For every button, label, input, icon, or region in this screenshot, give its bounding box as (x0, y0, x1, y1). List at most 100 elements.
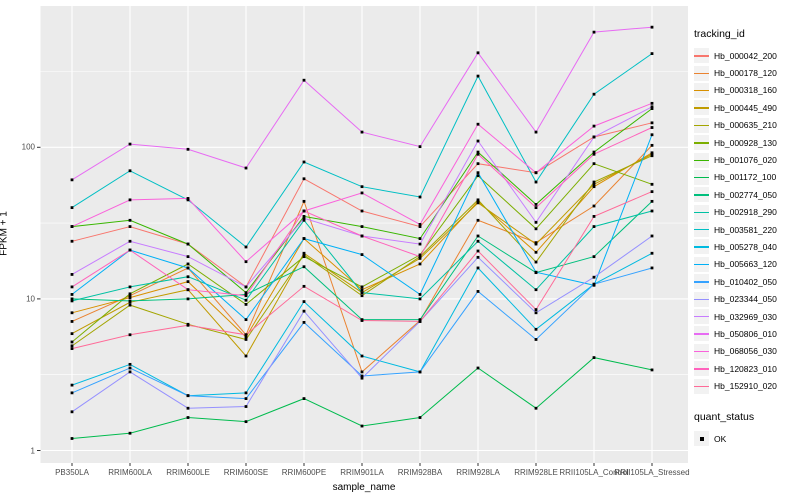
data-point (244, 338, 248, 341)
data-point (418, 225, 422, 228)
data-point (70, 437, 74, 440)
x-tick-label-RRIM600PE: RRIM600PE (281, 468, 327, 477)
data-point (302, 237, 306, 240)
data-point (244, 333, 248, 337)
legend-label-Hb_000318_160: Hb_000318_160 (714, 85, 777, 96)
data-point (128, 362, 132, 366)
data-point (302, 253, 306, 257)
data-point (360, 209, 364, 213)
data-point (128, 431, 132, 435)
data-point (360, 291, 364, 295)
data-point (534, 308, 538, 312)
data-point (476, 122, 480, 126)
legend-line-swatch (694, 316, 709, 318)
data-point (650, 154, 654, 158)
data-point (650, 143, 654, 147)
data-point (592, 275, 596, 279)
x-tick-label-RRII105LA_Control: RRII105LA_Control (559, 468, 629, 477)
legend-label-Hb_005278_040: Hb_005278_040 (714, 241, 777, 252)
data-point (592, 182, 596, 186)
legend-row-Hb_000928_130: Hb_000928_130 (694, 134, 800, 151)
legend-row-Hb_000318_160: Hb_000318_160 (694, 82, 800, 99)
data-point (360, 185, 364, 189)
data-point (476, 266, 480, 270)
data-point (70, 347, 74, 351)
panel-background (40, 6, 688, 463)
legend-key-Hb_000445_490 (694, 100, 709, 116)
data-point (70, 332, 74, 336)
data-point (476, 201, 480, 205)
data-point (534, 130, 538, 134)
plot-panel (37, 6, 688, 466)
data-point (360, 374, 364, 378)
data-point (418, 416, 422, 419)
legend-title-tracking-id: tracking_id (694, 28, 745, 40)
data-point (70, 383, 74, 387)
data-point (244, 391, 248, 395)
data-point (476, 51, 480, 55)
data-point (70, 297, 74, 301)
legend-label-Hb_152910_020: Hb_152910_020 (714, 381, 777, 392)
data-point (592, 225, 596, 228)
x-tick-label-RRIM600LE: RRIM600LE (166, 468, 210, 477)
legend-line-swatch (694, 142, 709, 144)
data-point (186, 288, 190, 292)
legend-line-swatch (694, 159, 709, 161)
data-point (186, 394, 190, 398)
legend-line-swatch (694, 263, 709, 266)
legend-row-Hb_003581_220: Hb_003581_220 (694, 221, 800, 238)
legend-row-Hb_120823_010: Hb_120823_010 (694, 360, 800, 377)
legend-label-Hb_003581_220: Hb_003581_220 (714, 224, 777, 235)
data-point (534, 250, 538, 254)
data-point (186, 242, 190, 246)
data-point (70, 410, 74, 414)
legend-title-quant-status: quant_status (694, 410, 755, 423)
data-point (186, 323, 190, 327)
data-point (534, 206, 538, 210)
data-point (186, 416, 190, 419)
data-point (70, 239, 74, 243)
data-point (186, 147, 190, 151)
data-point (360, 253, 364, 256)
data-point (244, 354, 248, 358)
data-point (244, 294, 248, 298)
data-point (360, 285, 364, 289)
data-point (650, 133, 654, 137)
data-point (650, 368, 654, 372)
data-point (592, 215, 596, 218)
data-point (650, 190, 654, 194)
data-point (534, 311, 538, 315)
legend-label-Hb_000178_120: Hb_000178_120 (714, 68, 777, 79)
data-point (186, 406, 190, 410)
data-point (302, 177, 306, 181)
data-point (244, 335, 248, 339)
legend-row-Hb_050806_010: Hb_050806_010 (694, 325, 800, 342)
x-tick-label-RRIM901LA: RRIM901LA (340, 468, 384, 477)
data-point (128, 239, 132, 243)
legend-line-swatch (694, 124, 709, 127)
legend-key-Hb_001172_100 (694, 169, 709, 185)
legend-line-swatch (694, 385, 709, 387)
legend-series-list: Hb_000042_200 Hb_000178_120 Hb_000318_160 H… (694, 47, 800, 395)
data-point (302, 300, 306, 303)
data-point (418, 253, 422, 257)
legend-label-Hb_002918_290: Hb_002918_290 (714, 207, 777, 218)
data-point (244, 420, 248, 424)
data-point (650, 152, 654, 156)
data-point (418, 223, 422, 226)
data-point (650, 52, 654, 56)
data-point (244, 245, 248, 249)
data-point (302, 251, 306, 255)
data-point (650, 151, 654, 155)
data-point (244, 405, 248, 408)
legend-key-Hb_120823_010 (694, 361, 709, 377)
data-point (592, 255, 596, 259)
data-point (302, 216, 306, 220)
data-point (476, 249, 480, 253)
data-point (186, 275, 190, 279)
data-point (128, 292, 132, 296)
legend-label-Hb_050806_010: Hb_050806_010 (714, 328, 777, 339)
data-point (244, 318, 248, 322)
data-point (70, 273, 74, 276)
